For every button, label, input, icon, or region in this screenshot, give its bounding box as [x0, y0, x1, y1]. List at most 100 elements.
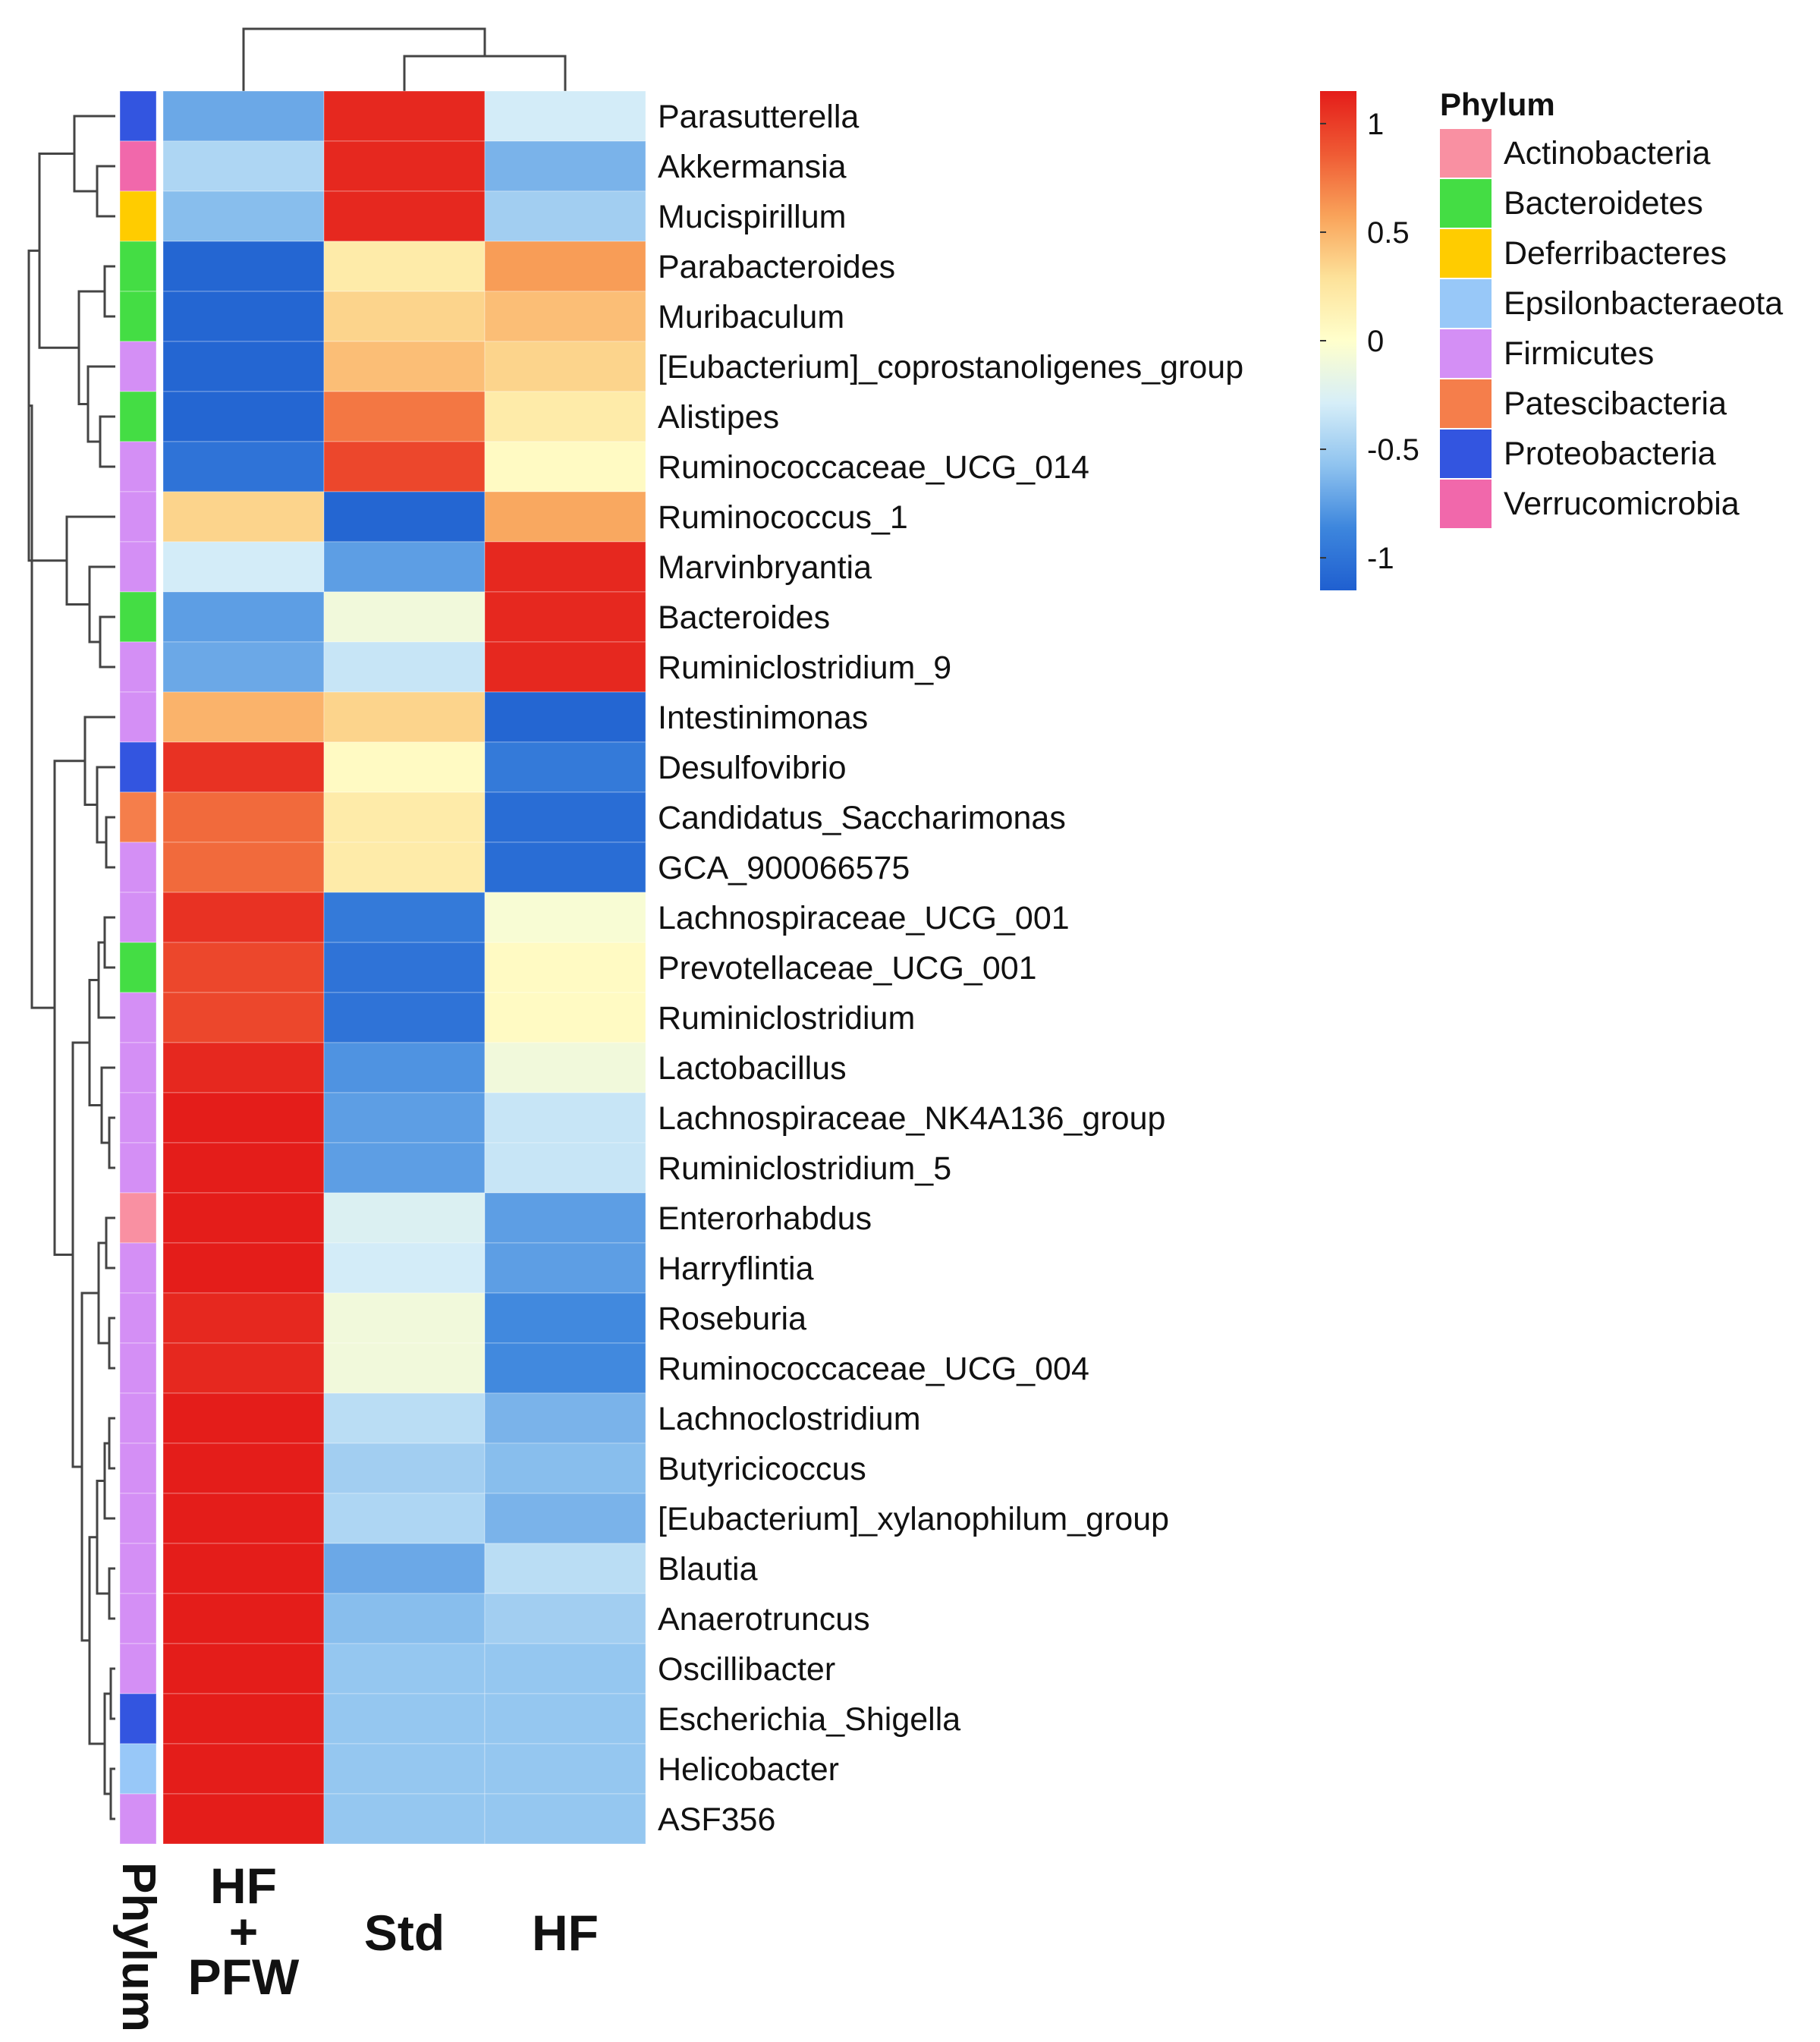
legend-swatch [1440, 379, 1492, 428]
legend-label: Proteobacteria [1504, 436, 1716, 472]
heatmap-cell [323, 441, 486, 492]
heatmap-cell [162, 1643, 325, 1694]
dendrogram-branch [88, 565, 115, 643]
dendrogram-branch [109, 1667, 115, 1720]
heatmap-cell [162, 541, 325, 593]
heatmap-cell [484, 1593, 646, 1644]
phylum-cell [119, 90, 157, 142]
phylum-cell [119, 441, 157, 492]
dendrogram-branch [83, 716, 115, 806]
phylum-cell [119, 1643, 157, 1694]
row-label: Alistipes [658, 399, 779, 436]
heatmap-cell [162, 1292, 325, 1344]
heatmap-cell [162, 1392, 325, 1444]
heatmap-cell [162, 90, 325, 142]
dendrogram-branch [108, 1116, 115, 1169]
phylum-cell [119, 791, 157, 843]
legend-swatch [1440, 279, 1492, 328]
phylum-cell [119, 291, 157, 342]
phylum-cell [119, 1092, 157, 1144]
row-label: Harryflintia [658, 1251, 814, 1287]
phylum-cell [119, 641, 157, 693]
row-label: Prevotellaceae_UCG_001 [658, 950, 1037, 986]
row-label: ASF356 [658, 1801, 775, 1838]
heatmap-cell [484, 90, 646, 142]
heatmap-cell [323, 1392, 486, 1444]
legend-label: Firmicutes [1504, 335, 1654, 372]
heatmap-cell [484, 1743, 646, 1795]
heatmap-cell [162, 241, 325, 292]
heatmap-cell [162, 992, 325, 1043]
legend-label: Patescibacteria [1504, 385, 1727, 422]
heatmap-cell [484, 591, 646, 643]
heatmap-cell [323, 992, 486, 1043]
dendrogram-branch [88, 979, 102, 1106]
heatmap-cell [162, 1142, 325, 1194]
legend-swatch [1440, 129, 1492, 178]
heatmap-cell [323, 1092, 486, 1144]
heatmap-cell [162, 791, 325, 843]
scale-tick-label: -0.5 [1367, 433, 1419, 467]
row-label: Ruminococcaceae_UCG_014 [658, 449, 1089, 486]
phylum-cell [119, 541, 157, 593]
heatmap-cell [484, 892, 646, 943]
row-label: Butyricicoccus [658, 1451, 866, 1487]
phylum-cell [119, 992, 157, 1043]
phylum-cell [119, 1743, 157, 1795]
row-label: Roseburia [658, 1301, 806, 1337]
heatmap-cell [484, 241, 646, 292]
phylum-cell [119, 691, 157, 743]
heatmap-cell [484, 491, 646, 543]
row-label: Akkermansia [658, 149, 847, 185]
heatmap-cell [162, 892, 325, 943]
legend-title: Phylum [1440, 87, 1555, 122]
row-label: Ruminiclostridium [658, 1000, 915, 1037]
column-dendrogram [242, 27, 567, 91]
legend-label: Deferribacteres [1504, 235, 1727, 272]
row-label: Anaerotruncus [658, 1601, 870, 1638]
heatmap-cell [323, 1493, 486, 1544]
heatmap-cell [162, 491, 325, 543]
row-labels: Parasutterella Akkermansia Mucispirillum Pa… [658, 99, 1243, 1838]
dendrogram-branch [97, 941, 115, 1019]
heatmap-cell [323, 391, 486, 442]
dendrogram-branch [242, 27, 486, 91]
heatmap-cell [323, 1643, 486, 1694]
row-label: Parabacteroides [658, 249, 895, 285]
phylum-annotation-strip: Phylum [112, 90, 165, 2032]
row-label: Parasutterella [658, 99, 859, 135]
row-label: Candidatus_Saccharimonas [658, 800, 1066, 836]
heatmap-cell [323, 1543, 486, 1594]
legend-label: Actinobacteria [1504, 135, 1711, 171]
dendrogram-branch [97, 1241, 109, 1345]
row-label: Intestinimonas [658, 700, 868, 736]
heatmap-cell [484, 140, 646, 192]
row-label: Escherichia_Shigella [658, 1701, 960, 1738]
phylum-cell [119, 1593, 157, 1644]
heatmap-cell [162, 441, 325, 492]
dendrogram-branch [103, 916, 115, 969]
heatmap-cell [323, 140, 486, 192]
dendrogram-branch [105, 1216, 115, 1270]
phylum-cell [119, 190, 157, 242]
heatmap-cell [484, 190, 646, 242]
dendrogram-branch [105, 816, 115, 869]
heatmap-cell [323, 491, 486, 543]
heatmap-cell [162, 190, 325, 242]
row-label: Bacteroides [658, 599, 830, 636]
heatmap-cell [162, 1743, 325, 1795]
heatmap-cell [162, 1242, 325, 1294]
phylum-cell [119, 1543, 157, 1594]
dendrogram-branch [96, 165, 115, 218]
row-label: Blautia [658, 1551, 758, 1587]
phylum-cell [119, 140, 157, 192]
phylum-cell [119, 491, 157, 543]
heatmap-cell [484, 791, 646, 843]
heatmap-cell [323, 1793, 486, 1845]
legend-label: Verrucomicrobia [1504, 486, 1740, 522]
heatmap-cell [484, 1643, 646, 1694]
heatmap-cell [162, 291, 325, 342]
phylum-cell [119, 591, 157, 643]
heatmap-cell [323, 90, 486, 142]
row-label: Ruminococcaceae_UCG_004 [658, 1351, 1089, 1387]
